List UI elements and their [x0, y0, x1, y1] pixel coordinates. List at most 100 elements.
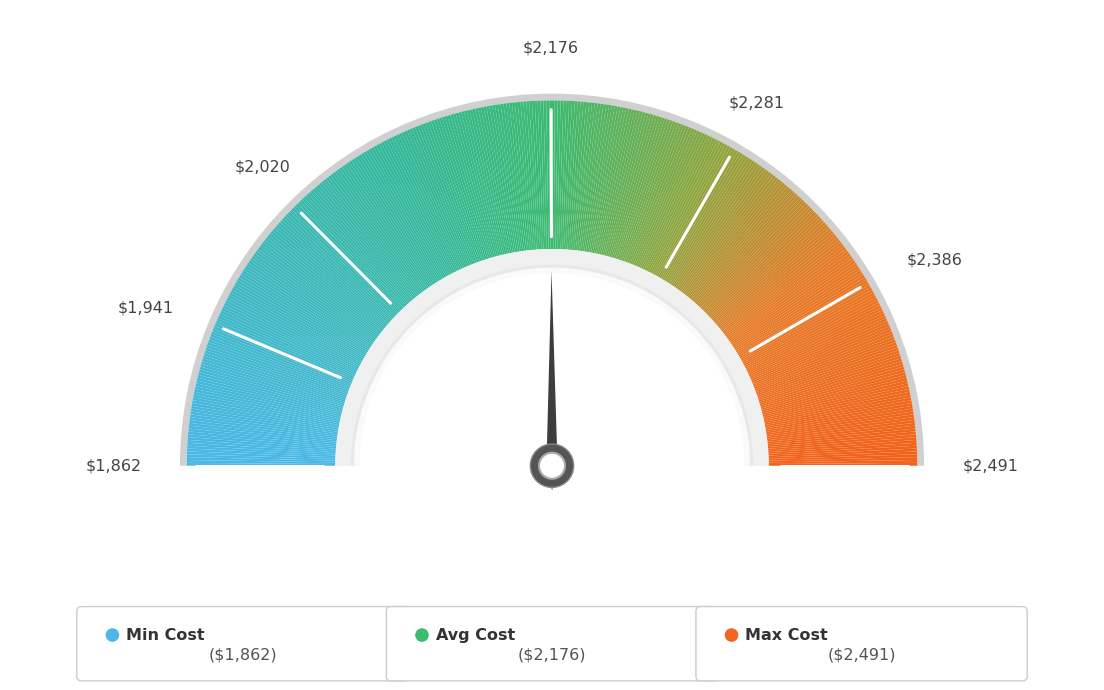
Wedge shape [310, 190, 410, 303]
Wedge shape [202, 358, 344, 404]
Wedge shape [599, 109, 635, 255]
Wedge shape [715, 226, 830, 325]
Wedge shape [473, 108, 507, 254]
Wedge shape [750, 315, 887, 378]
Wedge shape [302, 197, 405, 308]
Wedge shape [354, 268, 750, 466]
Wedge shape [197, 377, 342, 415]
Wedge shape [697, 194, 798, 306]
Wedge shape [227, 295, 361, 366]
Wedge shape [757, 350, 900, 399]
Wedge shape [611, 114, 654, 257]
Wedge shape [342, 165, 428, 288]
Wedge shape [193, 395, 339, 425]
Wedge shape [766, 414, 914, 437]
Wedge shape [591, 106, 620, 253]
Wedge shape [698, 195, 800, 306]
Wedge shape [596, 108, 629, 254]
Wedge shape [768, 440, 916, 452]
Wedge shape [198, 375, 342, 413]
Wedge shape [223, 305, 358, 372]
Wedge shape [276, 224, 390, 324]
Wedge shape [442, 117, 488, 259]
Wedge shape [620, 119, 670, 261]
Wedge shape [236, 279, 365, 357]
Wedge shape [221, 310, 355, 375]
Wedge shape [726, 248, 848, 338]
Wedge shape [267, 235, 384, 331]
Wedge shape [639, 132, 702, 268]
Wedge shape [357, 156, 437, 283]
Wedge shape [205, 347, 347, 397]
Wedge shape [492, 105, 518, 252]
Circle shape [530, 444, 574, 487]
Wedge shape [188, 443, 336, 454]
Wedge shape [672, 162, 757, 286]
Wedge shape [704, 206, 810, 313]
Wedge shape [242, 270, 369, 351]
Wedge shape [755, 339, 895, 393]
Wedge shape [767, 417, 914, 439]
Wedge shape [204, 350, 347, 399]
Wedge shape [284, 216, 394, 319]
Wedge shape [428, 121, 480, 262]
Wedge shape [654, 143, 725, 275]
Text: $2,491: $2,491 [963, 458, 1018, 473]
Wedge shape [678, 168, 766, 290]
Wedge shape [760, 358, 902, 404]
Wedge shape [230, 293, 361, 364]
Wedge shape [381, 141, 453, 274]
Wedge shape [484, 106, 513, 253]
Wedge shape [701, 201, 806, 310]
Wedge shape [743, 293, 874, 364]
Wedge shape [583, 104, 606, 251]
Wedge shape [746, 302, 880, 371]
Wedge shape [340, 167, 427, 289]
Wedge shape [306, 194, 407, 306]
Wedge shape [509, 103, 528, 250]
Wedge shape [743, 295, 877, 366]
Wedge shape [304, 195, 406, 306]
Wedge shape [752, 326, 891, 384]
Wedge shape [752, 324, 890, 383]
Wedge shape [762, 375, 906, 413]
Wedge shape [572, 102, 590, 250]
Wedge shape [601, 110, 637, 255]
Wedge shape [762, 377, 907, 415]
Wedge shape [187, 448, 336, 457]
Wedge shape [514, 102, 532, 250]
Wedge shape [265, 237, 383, 332]
Wedge shape [450, 114, 493, 257]
Wedge shape [766, 411, 914, 435]
Wedge shape [719, 233, 836, 329]
Wedge shape [354, 157, 436, 284]
Wedge shape [298, 201, 403, 310]
Wedge shape [330, 174, 422, 293]
Wedge shape [415, 126, 473, 265]
Wedge shape [464, 110, 501, 255]
Wedge shape [765, 400, 912, 428]
Wedge shape [609, 113, 651, 257]
Wedge shape [730, 258, 854, 344]
Wedge shape [191, 406, 338, 432]
Wedge shape [746, 305, 881, 372]
Wedge shape [190, 411, 338, 435]
Wedge shape [270, 230, 386, 328]
Wedge shape [500, 104, 523, 251]
Wedge shape [258, 246, 379, 337]
Circle shape [539, 453, 565, 479]
Circle shape [106, 629, 119, 642]
Wedge shape [562, 101, 572, 249]
FancyBboxPatch shape [696, 607, 1027, 681]
Wedge shape [317, 184, 414, 300]
Wedge shape [763, 380, 907, 417]
Text: ($2,176): ($2,176) [518, 648, 586, 663]
Wedge shape [760, 364, 903, 407]
Wedge shape [751, 321, 889, 382]
Wedge shape [273, 228, 388, 326]
Wedge shape [512, 102, 530, 250]
Wedge shape [699, 197, 802, 308]
Wedge shape [597, 108, 631, 254]
Wedge shape [740, 282, 869, 358]
Wedge shape [478, 108, 510, 253]
